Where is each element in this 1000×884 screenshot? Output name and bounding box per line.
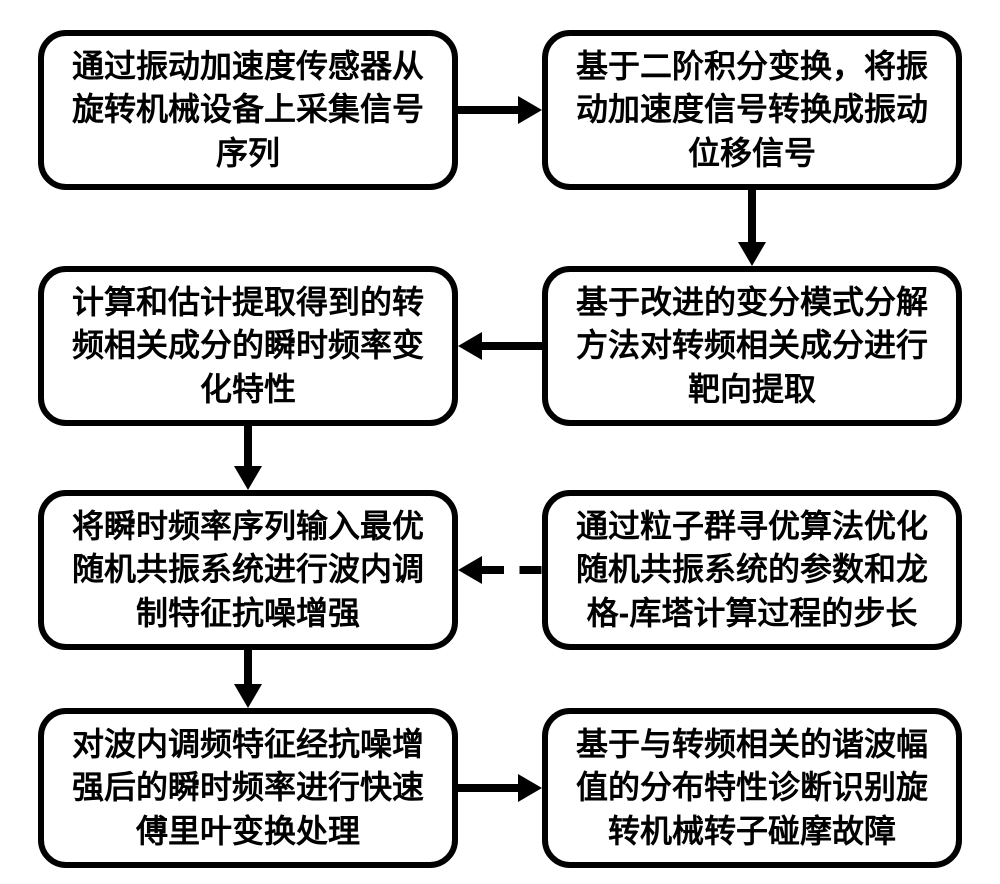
connector-part [748, 190, 756, 242]
node-text: 通过振动加速度传感器从旋转机械设备上采集信号序列 [60, 45, 436, 175]
connector-part [458, 332, 482, 360]
flow-node-n3: 基于改进的变分模式分解方法对转频相关成分进行靶向提取 [542, 266, 962, 426]
connector-part [244, 650, 252, 684]
node-text: 基于二阶积分变换，将振动加速度信号转换成振动位移信号 [564, 45, 940, 175]
flow-node-n1: 通过振动加速度传感器从旋转机械设备上采集信号序列 [38, 30, 458, 190]
connector-part [244, 426, 252, 466]
connector-part [458, 106, 518, 114]
connector-part [458, 784, 518, 792]
flow-node-n6: 通过粒子群寻优算法优化随机共振系统的参数和龙格-库塔计算过程的步长 [542, 490, 962, 650]
node-text: 将瞬时频率序列输入最优随机共振系统进行波内调制特征抗噪增强 [60, 505, 436, 635]
node-text: 计算和估计提取得到的转频相关成分的瞬时频率变化特性 [60, 281, 436, 411]
connector-part [518, 774, 542, 802]
flow-node-n8: 基于与转频相关的谐波幅值的分布特性诊断识别旋转机械转子碰摩故障 [542, 708, 962, 868]
flow-node-n5: 将瞬时频率序列输入最优随机共振系统进行波内调制特征抗噪增强 [38, 490, 458, 650]
node-text: 基于与转频相关的谐波幅值的分布特性诊断识别旋转机械转子碰摩故障 [564, 723, 940, 853]
node-text: 通过粒子群寻优算法优化随机共振系统的参数和龙格-库塔计算过程的步长 [564, 505, 940, 635]
node-text: 基于改进的变分模式分解方法对转频相关成分进行靶向提取 [564, 281, 940, 411]
connector-part [234, 466, 262, 490]
flow-node-n4: 计算和估计提取得到的转频相关成分的瞬时频率变化特性 [38, 266, 458, 426]
connector-part [234, 684, 262, 708]
flow-node-n2: 基于二阶积分变换，将振动加速度信号转换成振动位移信号 [542, 30, 962, 190]
node-text: 对波内调频特征经抗噪增强后的瞬时频率进行快速傅里叶变换处理 [60, 723, 436, 853]
connector-part [518, 96, 542, 124]
connector-part [738, 242, 766, 266]
flow-node-n7: 对波内调频特征经抗噪增强后的瞬时频率进行快速傅里叶变换处理 [38, 708, 458, 868]
connector-part [482, 566, 542, 574]
connector-part [482, 342, 542, 350]
connector-part [458, 556, 482, 584]
